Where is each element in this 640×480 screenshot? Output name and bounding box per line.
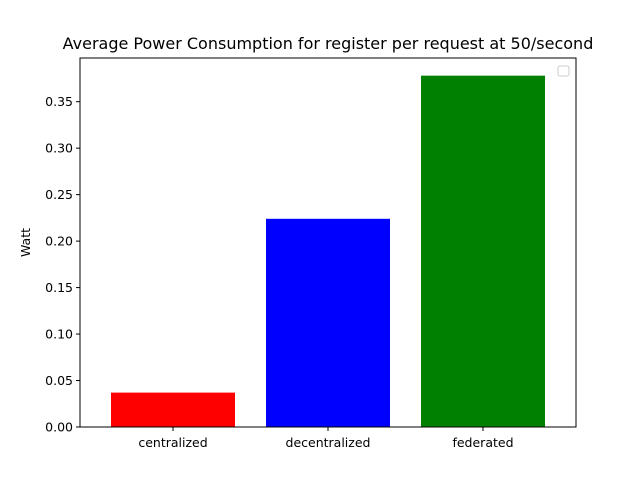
y-tick-label: 0.10 (45, 327, 73, 342)
bar-federated (421, 75, 545, 428)
y-axis-label: Watt (18, 228, 33, 257)
bar-decentralized (266, 218, 390, 427)
y-tick-label: 0.15 (45, 280, 73, 295)
plot-frame (79, 57, 577, 428)
bars-group (111, 75, 545, 428)
y-tick-label: 0.30 (45, 141, 73, 156)
y-tick-label: 0.05 (45, 373, 73, 388)
x-axis: centralized decentralized federated (138, 427, 514, 450)
x-tick-label: decentralized (286, 435, 371, 450)
x-tick-label: centralized (138, 435, 207, 450)
legend-box (557, 65, 570, 77)
y-axis: 0.00 0.05 0.10 0.15 0.20 0.25 0.30 0.35 (45, 94, 80, 435)
chart-title: Average Power Consumption for register p… (63, 34, 594, 53)
y-tick-label: 0.25 (45, 187, 73, 202)
y-tick-label: 0.35 (45, 94, 73, 109)
x-tick-label: federated (452, 435, 513, 450)
y-tick-label: 0.00 (45, 420, 73, 435)
bar-centralized (111, 392, 235, 427)
y-tick-label: 0.20 (45, 234, 73, 249)
